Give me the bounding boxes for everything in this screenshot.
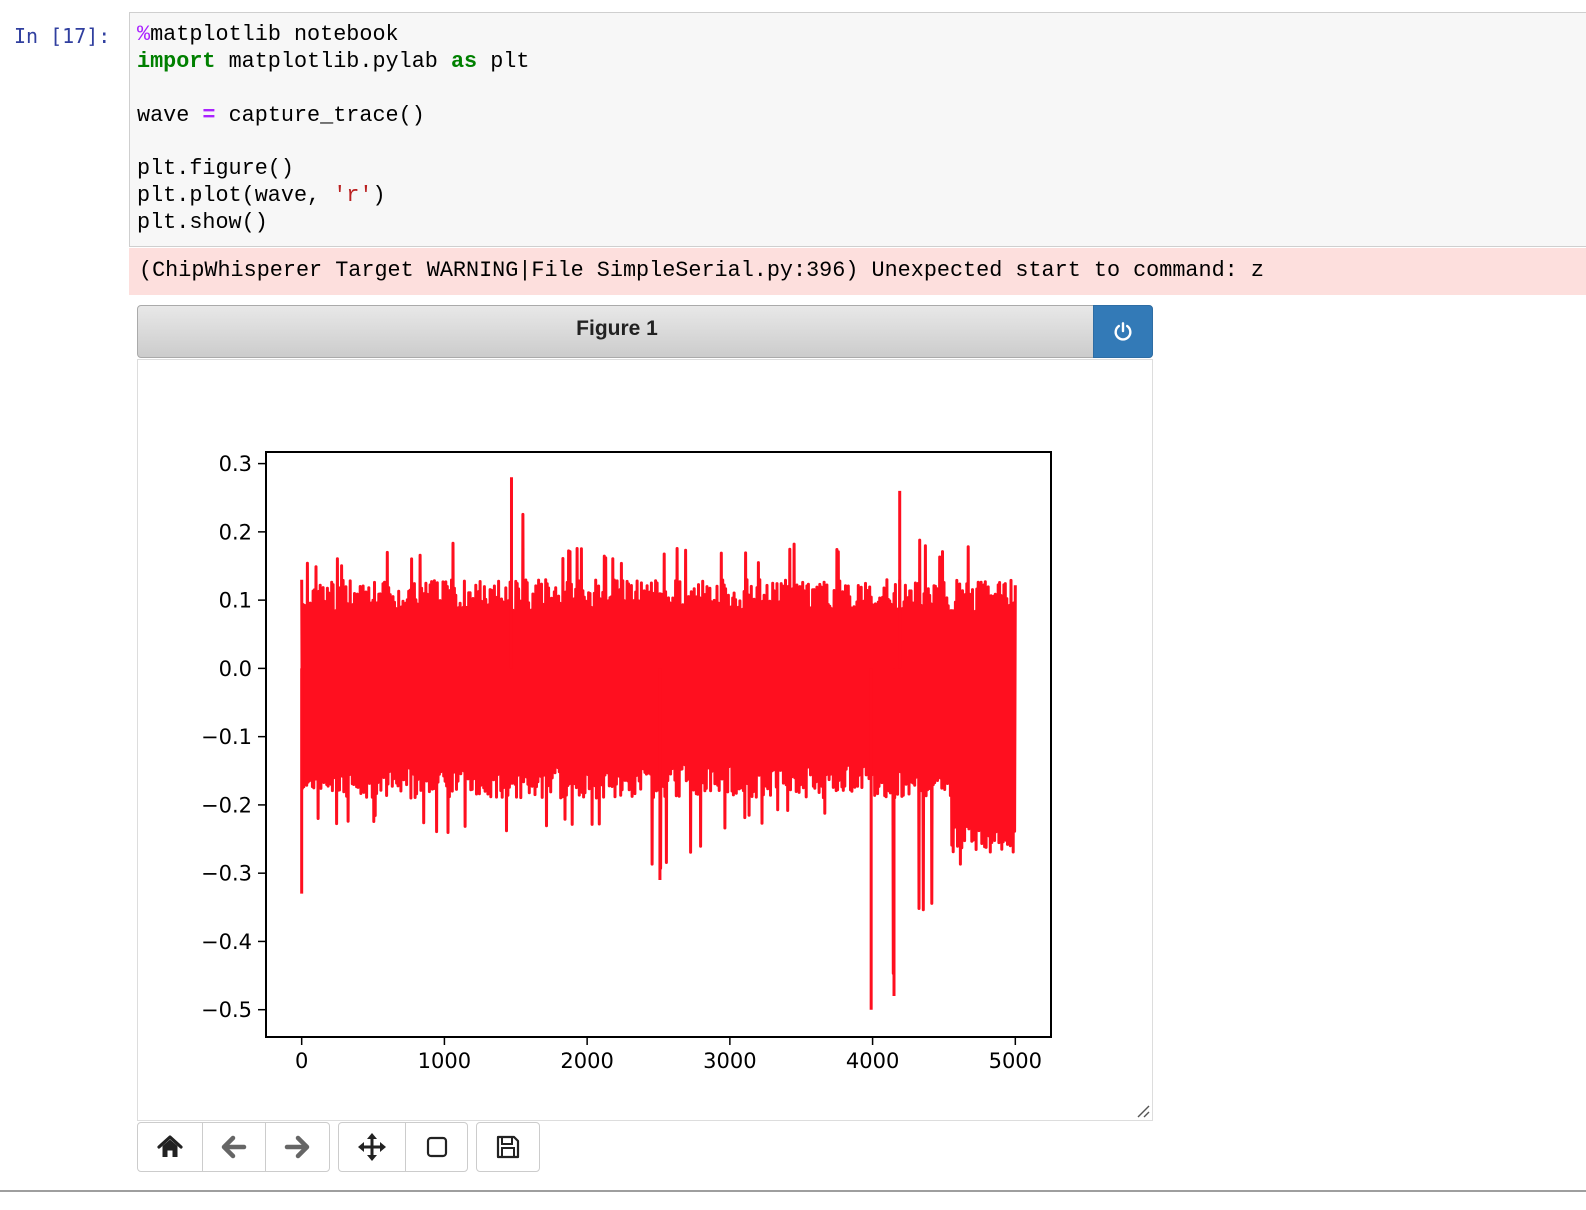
save-button-group — [476, 1122, 540, 1172]
code-token: matplotlib notebook — [150, 22, 399, 47]
code-editor[interactable]: %matplotlib notebook import matplotlib.py… — [137, 22, 529, 237]
code-token: plt.show() — [137, 210, 268, 236]
code-token: ) — [372, 183, 386, 209]
save-icon — [496, 1135, 520, 1159]
x-tick-label: 0 — [295, 1049, 308, 1073]
code-line — [137, 130, 529, 157]
move-icon — [358, 1133, 386, 1161]
figure-header: Figure 1 — [137, 305, 1153, 358]
code-line: plt.figure() — [137, 156, 529, 183]
code-token: capture_trace() — [215, 102, 425, 128]
zoom-button[interactable] — [406, 1123, 467, 1171]
code-token: wave — [137, 102, 203, 128]
code-token: % — [137, 22, 151, 47]
x-tick-label: 1000 — [418, 1049, 471, 1073]
x-tick-label: 5000 — [989, 1049, 1042, 1073]
forward-arrow-icon — [285, 1135, 310, 1159]
forward-button[interactable] — [266, 1123, 329, 1171]
close-figure-button[interactable] — [1093, 305, 1153, 358]
back-button[interactable] — [203, 1123, 266, 1171]
code-cell[interactable] — [129, 12, 1586, 247]
series-red — [300, 477, 1017, 1010]
page-divider — [0, 1190, 1586, 1192]
resize-handle[interactable] — [1136, 1104, 1150, 1118]
y-tick-label: −0.3 — [201, 862, 252, 886]
home-icon — [157, 1135, 183, 1157]
y-tick-label: 0.2 — [219, 520, 252, 544]
series-line — [300, 512, 1017, 975]
tool-button-group — [338, 1122, 468, 1172]
code-token: plt — [477, 48, 530, 74]
pan-button[interactable] — [339, 1123, 406, 1171]
y-tick-label: −0.1 — [201, 725, 252, 749]
code-line: plt.show() — [137, 210, 529, 237]
figure-canvas[interactable]: 0 1000 2000 3000 4000 5000 0.3 0.2 0.1 0.0 −0.1 −0.… — [137, 359, 1153, 1121]
y-tick-label: 0.3 — [219, 452, 252, 476]
stderr-output: (ChipWhisperer Target WARNING|File Simpl… — [129, 248, 1586, 295]
code-line: plt.plot(wave, 'r') — [137, 183, 529, 210]
x-tick-label: 4000 — [846, 1049, 899, 1073]
code-line: import matplotlib.pylab as plt — [137, 49, 529, 76]
back-arrow-icon — [221, 1135, 247, 1159]
y-tick-label: 0.1 — [219, 589, 252, 613]
code-token: as — [450, 48, 478, 74]
code-line: %matplotlib notebook — [137, 22, 529, 49]
zoom-rect-icon — [426, 1136, 447, 1158]
code-line — [137, 76, 529, 103]
code-token: plt.plot(wave, — [137, 183, 334, 209]
power-icon — [1114, 321, 1132, 341]
code-token: 'r' — [333, 183, 373, 209]
input-prompt: In [17]: — [14, 24, 111, 48]
x-tick-label: 2000 — [560, 1049, 613, 1073]
axes-frame — [265, 451, 1052, 1038]
code-token: = — [202, 102, 216, 128]
y-tick-label: −0.4 — [201, 930, 252, 954]
code-token: import — [137, 48, 216, 74]
save-button[interactable] — [477, 1123, 539, 1171]
code-token: plt.figure() — [137, 156, 294, 182]
home-button[interactable] — [138, 1123, 204, 1171]
y-tick-label: 0.0 — [219, 657, 252, 681]
code-token: matplotlib.pylab — [215, 48, 451, 74]
figure-title: Figure 1 — [576, 317, 658, 340]
code-line: wave = capture_trace() — [137, 103, 529, 130]
x-tick-label: 3000 — [703, 1049, 756, 1073]
line-chart: 0 1000 2000 3000 4000 5000 0.3 0.2 0.1 0.0 −0.1 −0.… — [201, 451, 1052, 1073]
nav-button-group — [137, 1122, 330, 1172]
y-tick-label: −0.2 — [201, 793, 252, 817]
y-tick-label: −0.5 — [201, 998, 252, 1022]
